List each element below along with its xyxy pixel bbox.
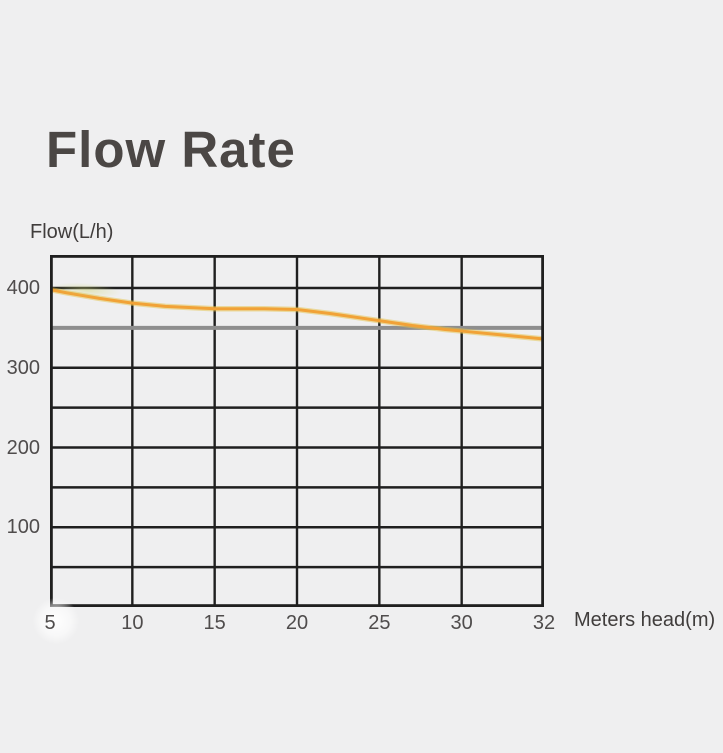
flow-line — [50, 288, 544, 341]
chart-border — [50, 255, 544, 607]
y-tick-label: 200 — [6, 436, 40, 459]
x-axis-label: Meters head(m) — [574, 609, 716, 631]
x-tick-label: 15 — [203, 612, 226, 634]
x-tick-label: 25 — [368, 612, 391, 634]
x-tick-label: 32 — [532, 612, 556, 634]
x-tick-label: 10 — [121, 612, 144, 634]
y-axis-label: Flow(L/h) — [30, 221, 114, 243]
x-tick-label: 30 — [450, 612, 473, 634]
chart-title: Flow Rate — [46, 121, 296, 178]
y-tick-label: 400 — [6, 277, 40, 299]
x-tick-label: 20 — [285, 612, 309, 634]
x-tick-label: 5 — [44, 612, 56, 634]
flow-rate-chart-svg — [50, 255, 544, 607]
y-tick-label: 300 — [6, 356, 40, 379]
plot-area — [50, 255, 544, 607]
y-tick-label: 100 — [6, 516, 40, 539]
